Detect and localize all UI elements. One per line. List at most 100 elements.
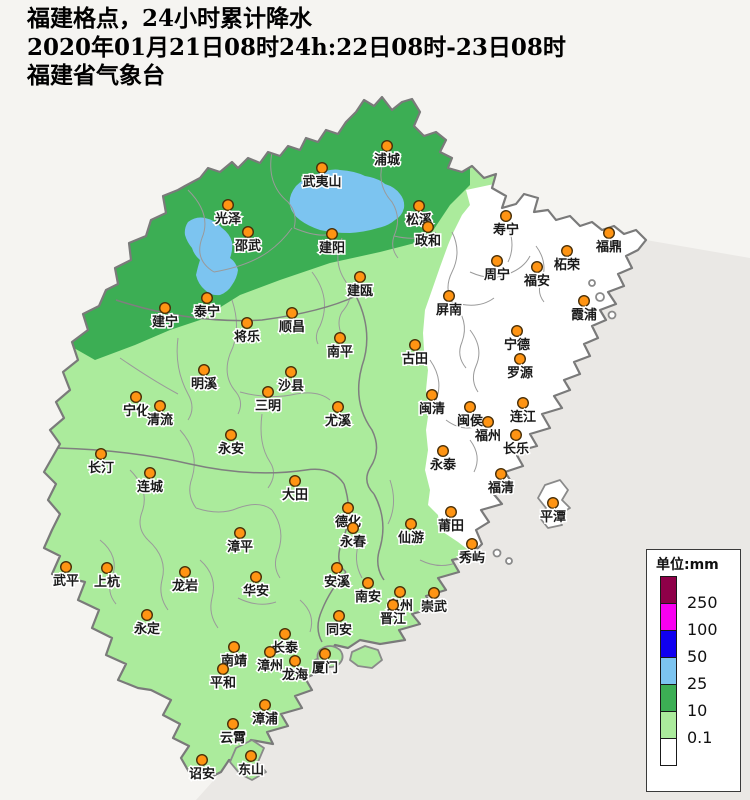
city-marker-清流: 清流 [145, 400, 175, 430]
map-source: 福建省气象台 [27, 62, 165, 89]
city-label: 漳平 [227, 539, 253, 555]
city-label: 漳州 [257, 658, 283, 674]
legend: 单位:mm 250 100 50 25 10 0.1 [646, 549, 741, 792]
city-marker-柘荣: 柘荣 [551, 244, 582, 275]
city-label: 厦门 [312, 660, 338, 676]
city-label: 长乐 [503, 441, 529, 457]
city-label: 浦城 [374, 152, 400, 168]
city-label: 连城 [137, 479, 163, 495]
city-label: 闽清 [419, 401, 445, 417]
city-label: 柘荣 [553, 257, 581, 273]
city-dot [244, 750, 257, 763]
city-dot [531, 261, 544, 274]
county-borders [99, 149, 545, 633]
city-marker-华安: 华安 [241, 571, 271, 601]
rain-region-25-50mm-wuyishan [289, 169, 405, 233]
city-marker-邵武: 邵武 [232, 225, 263, 256]
city-marker-泰宁: 泰宁 [191, 292, 222, 322]
city-dot [200, 292, 213, 305]
rain-region-none [423, 170, 646, 556]
city-label: 诏安 [189, 766, 215, 782]
city-marker-寿宁: 寿宁 [491, 209, 521, 240]
city-marker-宁化: 宁化 [121, 391, 151, 421]
city-dot [240, 317, 253, 330]
city-dot [264, 646, 277, 659]
city-marker-古田: 古田 [400, 339, 430, 369]
city-label: 平潭 [540, 510, 566, 525]
city-marker-同安: 同安 [324, 610, 354, 640]
city-dot [289, 475, 302, 488]
island [588, 279, 596, 287]
city-label: 福鼎 [595, 239, 622, 255]
city-marker-光泽: 光泽 [212, 198, 243, 229]
city-marker-将乐: 将乐 [232, 317, 262, 347]
city-label: 顺昌 [279, 320, 305, 335]
city-dot [354, 271, 367, 284]
city-label: 建瓯 [347, 283, 373, 299]
city-dot [437, 445, 450, 458]
city-dot [289, 655, 302, 668]
city-marker-秀屿: 秀屿 [456, 538, 487, 568]
city-marker-武夷山: 武夷山 [301, 161, 343, 192]
city-dot [409, 339, 422, 352]
city-dot [381, 139, 394, 152]
legend-value: 25 [687, 674, 708, 693]
city-marker-崇武: 崇武 [419, 587, 449, 617]
city-marker-周宁: 周宁 [482, 254, 512, 285]
legend-value: 250 [687, 593, 718, 612]
city-dot [482, 416, 495, 429]
city-marker-漳平: 漳平 [225, 527, 255, 557]
city-marker-莆田: 莆田 [436, 506, 466, 536]
city-dot [491, 254, 504, 267]
city-marker-三明: 三明 [253, 386, 283, 416]
city-marker-霞浦: 霞浦 [569, 295, 599, 325]
city-dot [342, 502, 355, 515]
city-marker-平和: 平和 [208, 663, 238, 693]
legend-value: 10 [687, 701, 708, 720]
city-label: 明溪 [191, 376, 218, 392]
legend-color-bar [660, 576, 677, 766]
city-label: 宁德 [504, 337, 530, 353]
city-marker-连江: 连江 [508, 397, 538, 427]
city-dot [158, 302, 171, 315]
city-dot [197, 364, 210, 377]
city-label: 建阳 [319, 240, 345, 256]
map-title-block: 福建格点，24小时累计降水 2020年01月21日08时24h:22日08时-2… [27, 5, 566, 91]
city-label: 福安 [523, 273, 550, 289]
city-dot [233, 527, 246, 540]
city-label: 漳浦 [252, 711, 278, 727]
city-dot [249, 571, 262, 584]
city-marker-南安: 南安 [353, 577, 383, 607]
city-dot [561, 244, 574, 257]
city-label: 将乐 [234, 329, 260, 345]
city-dot [603, 226, 616, 239]
city-marker-宁德: 宁德 [502, 325, 532, 355]
city-dot [226, 718, 239, 731]
city-marker-永春: 永春 [337, 522, 368, 552]
city-dot [333, 610, 346, 623]
city-label: 南安 [355, 589, 381, 605]
rain-region-25-50mm-west [184, 217, 238, 296]
city-dot [443, 290, 456, 303]
city-dot [224, 429, 237, 442]
city-marker-南平: 南平 [325, 332, 355, 362]
map-datetime: 2020年01月21日08时24h:22日08时-23日08时 [27, 33, 566, 61]
legend-value: 50 [687, 647, 708, 666]
island-jinmen [349, 645, 383, 669]
island [607, 310, 617, 320]
legend-color-cell [660, 738, 677, 766]
city-label: 晋江 [380, 611, 406, 627]
city-label: 上杭 [94, 574, 120, 590]
city-label: 清流 [147, 412, 173, 428]
city-marker-龙海: 龙海 [280, 655, 310, 685]
legend-color-cell [660, 630, 677, 658]
city-marker-沙县: 沙县 [276, 366, 306, 396]
city-dot [94, 448, 107, 461]
city-dot [547, 497, 560, 510]
city-label: 闽侯 [457, 413, 483, 429]
city-label: 长泰 [272, 640, 299, 656]
city-label: 大田 [282, 487, 308, 503]
city-label: 周宁 [484, 267, 510, 283]
city-label: 寿宁 [493, 222, 519, 238]
city-dot [495, 468, 508, 481]
